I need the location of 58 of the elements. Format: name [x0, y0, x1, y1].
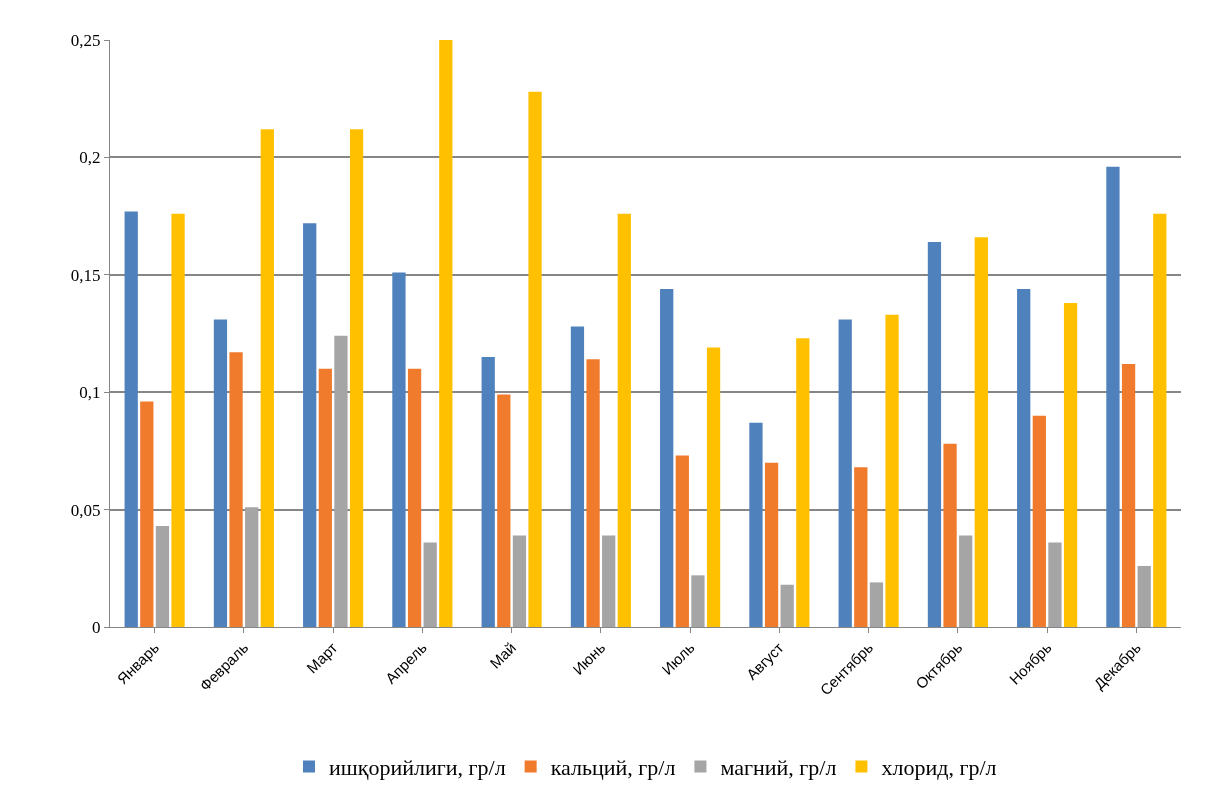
bar [602, 535, 616, 627]
legend-label: хлорид, гр/л [881, 754, 997, 780]
bar [481, 356, 495, 627]
bar [838, 319, 852, 627]
bar [749, 422, 763, 627]
bar [675, 455, 689, 627]
bar [869, 582, 884, 627]
bar [974, 237, 988, 627]
bar [927, 241, 942, 627]
bar [586, 359, 600, 627]
bar [171, 213, 185, 627]
bar [780, 584, 794, 627]
y-tick-label: 0 [92, 617, 101, 637]
y-tick-label: 0,2 [79, 148, 101, 168]
bar [854, 467, 868, 627]
bar [1137, 565, 1151, 627]
bar [1017, 288, 1031, 627]
bar [796, 338, 810, 627]
bar [943, 443, 957, 627]
bar [392, 272, 406, 627]
bar [570, 326, 585, 627]
bar [1121, 364, 1136, 627]
bar [245, 507, 259, 627]
bar [1032, 415, 1046, 627]
bar [497, 394, 511, 627]
bar [439, 40, 453, 627]
bar [885, 314, 899, 627]
bar [528, 91, 542, 627]
bar [303, 223, 317, 627]
bar [407, 368, 422, 627]
legend-label: кальций, гр/л [550, 754, 676, 780]
bar [706, 347, 721, 627]
bar [349, 129, 364, 627]
bar [1048, 542, 1062, 627]
y-tick-label: 0,05 [70, 500, 101, 520]
legend-label: магний, гр/л [720, 754, 837, 780]
bar [691, 575, 705, 627]
bar [260, 129, 274, 627]
y-tick-label: 0,25 [70, 30, 101, 50]
bar [764, 462, 779, 627]
bar [140, 401, 154, 627]
bar [334, 335, 348, 627]
bar [660, 288, 674, 627]
bar [1063, 302, 1078, 627]
bar [959, 535, 973, 627]
bar [318, 368, 332, 627]
bar [213, 319, 228, 627]
bar [1106, 166, 1120, 627]
bar [229, 352, 243, 627]
bar [512, 535, 527, 627]
y-tick-label: 0,15 [70, 265, 101, 285]
legend-label: ишқорийлиги, гр/л [329, 754, 506, 780]
bar [124, 211, 138, 627]
bar [423, 542, 437, 627]
bar [155, 526, 170, 627]
bar [1153, 213, 1167, 627]
bar [617, 213, 631, 627]
y-tick-label: 0,1 [79, 383, 101, 403]
